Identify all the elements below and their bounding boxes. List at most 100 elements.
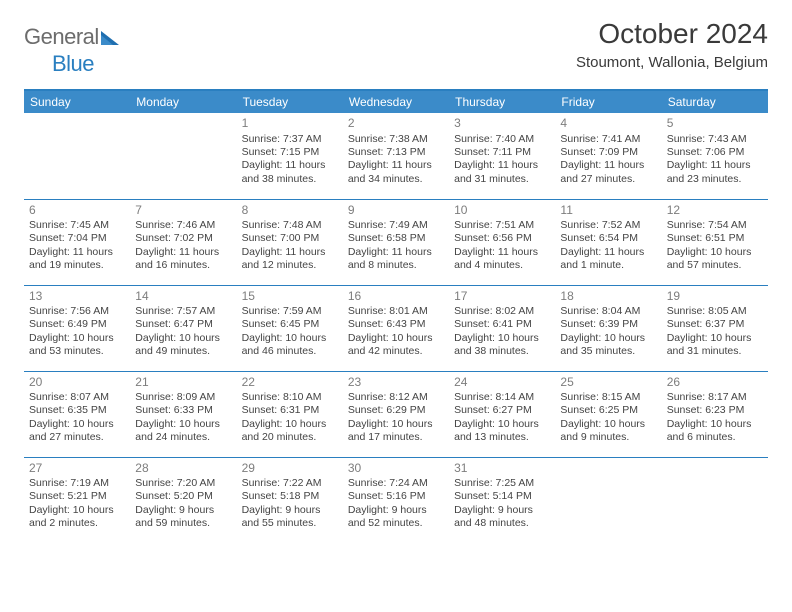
calendar-day-cell: 26Sunrise: 8:17 AMSunset: 6:23 PMDayligh… — [662, 371, 768, 457]
daylight-line: Daylight: 10 hours and 9 minutes. — [560, 418, 656, 445]
daylight-line: Daylight: 9 hours and 55 minutes. — [242, 504, 338, 531]
calendar-day-cell: 4Sunrise: 7:41 AMSunset: 7:09 PMDaylight… — [555, 113, 661, 199]
day-number: 14 — [135, 289, 231, 304]
day-number: 31 — [454, 461, 550, 476]
sunset-line: Sunset: 6:43 PM — [348, 318, 444, 331]
logo-text-general: General — [24, 24, 99, 49]
sunset-line: Sunset: 7:15 PM — [242, 146, 338, 159]
daylight-line: Daylight: 10 hours and 46 minutes. — [242, 332, 338, 359]
sunrise-line: Sunrise: 7:54 AM — [667, 219, 763, 232]
sunrise-line: Sunrise: 7:20 AM — [135, 477, 231, 490]
daylight-line: Daylight: 11 hours and 12 minutes. — [242, 246, 338, 273]
sunrise-line: Sunrise: 8:10 AM — [242, 391, 338, 404]
daylight-line: Daylight: 9 hours and 52 minutes. — [348, 504, 444, 531]
calendar-day-cell: 5Sunrise: 7:43 AMSunset: 7:06 PMDaylight… — [662, 113, 768, 199]
day-number: 26 — [667, 375, 763, 390]
calendar-week-row: 1Sunrise: 7:37 AMSunset: 7:15 PMDaylight… — [24, 113, 768, 199]
day-number: 10 — [454, 203, 550, 218]
sunset-line: Sunset: 7:09 PM — [560, 146, 656, 159]
sunrise-line: Sunrise: 7:43 AM — [667, 133, 763, 146]
calendar-table: Sunday Monday Tuesday Wednesday Thursday… — [24, 91, 768, 543]
sunset-line: Sunset: 6:35 PM — [29, 404, 125, 417]
calendar-day-cell: 17Sunrise: 8:02 AMSunset: 6:41 PMDayligh… — [449, 285, 555, 371]
day-number: 2 — [348, 116, 444, 131]
weekday-header: Tuesday — [237, 91, 343, 113]
sunset-line: Sunset: 7:00 PM — [242, 232, 338, 245]
weekday-header: Friday — [555, 91, 661, 113]
sunset-line: Sunset: 6:31 PM — [242, 404, 338, 417]
calendar-day-cell — [555, 457, 661, 543]
daylight-line: Daylight: 11 hours and 8 minutes. — [348, 246, 444, 273]
weekday-header: Saturday — [662, 91, 768, 113]
day-number: 27 — [29, 461, 125, 476]
sunset-line: Sunset: 5:14 PM — [454, 490, 550, 503]
calendar-day-cell: 18Sunrise: 8:04 AMSunset: 6:39 PMDayligh… — [555, 285, 661, 371]
daylight-line: Daylight: 10 hours and 53 minutes. — [29, 332, 125, 359]
day-number: 3 — [454, 116, 550, 131]
calendar-day-cell: 2Sunrise: 7:38 AMSunset: 7:13 PMDaylight… — [343, 113, 449, 199]
calendar-day-cell: 31Sunrise: 7:25 AMSunset: 5:14 PMDayligh… — [449, 457, 555, 543]
calendar-day-cell: 9Sunrise: 7:49 AMSunset: 6:58 PMDaylight… — [343, 199, 449, 285]
sunset-line: Sunset: 7:13 PM — [348, 146, 444, 159]
daylight-line: Daylight: 11 hours and 38 minutes. — [242, 159, 338, 186]
day-number: 7 — [135, 203, 231, 218]
calendar-day-cell: 22Sunrise: 8:10 AMSunset: 6:31 PMDayligh… — [237, 371, 343, 457]
daylight-line: Daylight: 11 hours and 16 minutes. — [135, 246, 231, 273]
daylight-line: Daylight: 11 hours and 27 minutes. — [560, 159, 656, 186]
day-number: 20 — [29, 375, 125, 390]
day-number: 16 — [348, 289, 444, 304]
sunrise-line: Sunrise: 7:57 AM — [135, 305, 231, 318]
daylight-line: Daylight: 11 hours and 1 minute. — [560, 246, 656, 273]
day-number: 28 — [135, 461, 231, 476]
sunrise-line: Sunrise: 7:25 AM — [454, 477, 550, 490]
sunset-line: Sunset: 6:27 PM — [454, 404, 550, 417]
calendar-day-cell: 12Sunrise: 7:54 AMSunset: 6:51 PMDayligh… — [662, 199, 768, 285]
sunset-line: Sunset: 6:54 PM — [560, 232, 656, 245]
sunrise-line: Sunrise: 8:15 AM — [560, 391, 656, 404]
sunrise-line: Sunrise: 8:07 AM — [29, 391, 125, 404]
daylight-line: Daylight: 10 hours and 42 minutes. — [348, 332, 444, 359]
calendar-day-cell: 11Sunrise: 7:52 AMSunset: 6:54 PMDayligh… — [555, 199, 661, 285]
sunset-line: Sunset: 5:21 PM — [29, 490, 125, 503]
sunset-line: Sunset: 6:33 PM — [135, 404, 231, 417]
logo: General Blue — [24, 24, 119, 77]
day-number: 12 — [667, 203, 763, 218]
day-number: 5 — [667, 116, 763, 131]
logo-triangle-icon — [101, 25, 119, 51]
sunrise-line: Sunrise: 8:01 AM — [348, 305, 444, 318]
calendar-body: 1Sunrise: 7:37 AMSunset: 7:15 PMDaylight… — [24, 113, 768, 543]
sunrise-line: Sunrise: 7:19 AM — [29, 477, 125, 490]
calendar-day-cell: 8Sunrise: 7:48 AMSunset: 7:00 PMDaylight… — [237, 199, 343, 285]
weekday-header: Wednesday — [343, 91, 449, 113]
sunrise-line: Sunrise: 7:45 AM — [29, 219, 125, 232]
daylight-line: Daylight: 11 hours and 23 minutes. — [667, 159, 763, 186]
calendar-day-cell: 28Sunrise: 7:20 AMSunset: 5:20 PMDayligh… — [130, 457, 236, 543]
sunset-line: Sunset: 6:41 PM — [454, 318, 550, 331]
daylight-line: Daylight: 9 hours and 48 minutes. — [454, 504, 550, 531]
calendar-day-cell — [130, 113, 236, 199]
day-number: 13 — [29, 289, 125, 304]
sunset-line: Sunset: 7:02 PM — [135, 232, 231, 245]
calendar-day-cell: 6Sunrise: 7:45 AMSunset: 7:04 PMDaylight… — [24, 199, 130, 285]
day-number: 1 — [242, 116, 338, 131]
daylight-line: Daylight: 10 hours and 2 minutes. — [29, 504, 125, 531]
sunrise-line: Sunrise: 7:51 AM — [454, 219, 550, 232]
sunset-line: Sunset: 6:25 PM — [560, 404, 656, 417]
sunset-line: Sunset: 6:29 PM — [348, 404, 444, 417]
title-block: October 2024 Stoumont, Wallonia, Belgium — [576, 18, 768, 71]
daylight-line: Daylight: 11 hours and 31 minutes. — [454, 159, 550, 186]
daylight-line: Daylight: 10 hours and 13 minutes. — [454, 418, 550, 445]
calendar-day-cell: 27Sunrise: 7:19 AMSunset: 5:21 PMDayligh… — [24, 457, 130, 543]
calendar-day-cell: 14Sunrise: 7:57 AMSunset: 6:47 PMDayligh… — [130, 285, 236, 371]
calendar-day-cell: 30Sunrise: 7:24 AMSunset: 5:16 PMDayligh… — [343, 457, 449, 543]
calendar-day-cell: 19Sunrise: 8:05 AMSunset: 6:37 PMDayligh… — [662, 285, 768, 371]
calendar-day-cell: 1Sunrise: 7:37 AMSunset: 7:15 PMDaylight… — [237, 113, 343, 199]
calendar-week-row: 20Sunrise: 8:07 AMSunset: 6:35 PM Dayligh… — [24, 371, 768, 457]
page-title: October 2024 — [576, 18, 768, 50]
sunrise-line: Sunrise: 7:49 AM — [348, 219, 444, 232]
day-number: 22 — [242, 375, 338, 390]
day-number: 24 — [454, 375, 550, 390]
sunset-line: Sunset: 6:56 PM — [454, 232, 550, 245]
calendar-day-cell: 20Sunrise: 8:07 AMSunset: 6:35 PMDayligh… — [24, 371, 130, 457]
sunset-line: Sunset: 6:39 PM — [560, 318, 656, 331]
